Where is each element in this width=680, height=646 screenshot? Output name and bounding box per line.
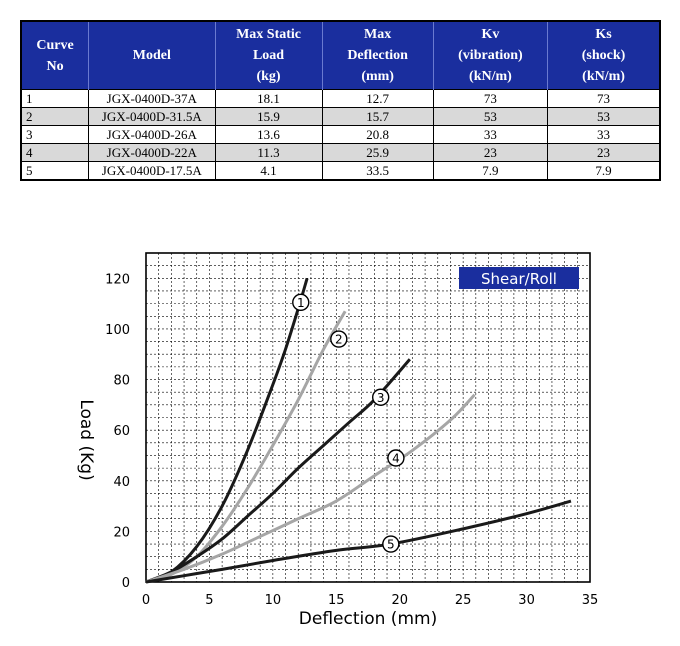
plot-frame (145, 252, 591, 583)
header-cell: Curve No (21, 21, 89, 90)
grid (145, 252, 591, 583)
table-cell: JGX-0400D-26A (88, 125, 216, 144)
curve-1 (145, 277, 309, 584)
y-tick-label: 40 (113, 475, 130, 490)
header-cell-line: Curve (36, 37, 74, 53)
table-cell: 18.1 (214, 89, 323, 108)
legend-box (459, 267, 579, 289)
header-cell-line: No (46, 58, 64, 74)
table-cell: 4 (20, 143, 90, 162)
header-cell-line: (mm) (361, 69, 394, 84)
header-cell-line: Max (364, 27, 392, 42)
curve-marker-1 (292, 293, 310, 312)
header-row: Curve No Model Max Static Load (kg) Max Deflect… (21, 21, 660, 90)
table-cell: 23 (547, 143, 661, 162)
header-cell: Max Deflection (mm) (321, 21, 434, 90)
x-axis-label: Deflection (mm) (299, 609, 437, 629)
table-row: 5 JGX-0400D-17.5A 4.1 33.5 7.9 7.9 (20, 161, 661, 181)
header-cell-line: Load (252, 48, 285, 63)
curve-marker-2 (330, 330, 348, 348)
table-cell: 33.5 (321, 161, 434, 181)
table-cell: 11.3 (214, 143, 323, 162)
table-cell: 7.9 (547, 161, 661, 181)
curve-markers: 1 2 3 4 5 (292, 293, 405, 553)
header-cell-line: (vibration) (458, 48, 523, 63)
x-tick-label: 20 (391, 593, 408, 608)
table-cell: 2 (20, 107, 90, 126)
table-body: 1 JGX-0400D-37A 18.1 12.7 73 73 2 JGX-0400D-31.… (20, 89, 661, 181)
curve-4 (145, 393, 476, 584)
curve-marker-4 (387, 449, 405, 467)
spec-table: Curve No Model Max Static Load (kg) Max Deflect… (20, 20, 661, 181)
curve-marker-3 (371, 388, 390, 406)
curve-marker-label: 2 (335, 333, 343, 347)
header-cell: Model (88, 21, 216, 90)
x-tick-label: 35 (582, 593, 599, 608)
header-cell-line: (kN/m) (582, 69, 625, 84)
legend-label: Shear/Roll (481, 270, 557, 288)
y-tick-label: 80 (113, 374, 130, 389)
table-cell: JGX-0400D-31.5A (88, 107, 216, 126)
curve-3 (145, 358, 411, 584)
curve-marker-5 (382, 535, 400, 553)
table-cell: 23 (432, 143, 549, 162)
header-cell-line: (kN/m) (469, 69, 512, 84)
header-cell: Ks (shock) (kN/m) (547, 21, 660, 90)
y-tick-label: 20 (113, 525, 130, 540)
table-row: 4 JGX-0400D-22A 11.3 25.9 23 23 (20, 143, 661, 162)
table-header: Curve No Model Max Static Load (kg) Max Deflect… (21, 21, 660, 90)
header-cell-line: Deflection (347, 48, 408, 63)
curves (145, 277, 572, 584)
table-cell: JGX-0400D-17.5A (88, 161, 216, 181)
header-cell: Kv (vibration) (kN/m) (432, 21, 548, 90)
y-tick-label: 120 (105, 272, 130, 287)
y-tick-label: 100 (105, 323, 130, 338)
header-cell-line: Max Static (236, 27, 301, 42)
header-cell-line: Ks (595, 27, 612, 42)
table-cell: 53 (432, 107, 549, 126)
curve-2 (145, 310, 347, 584)
header-cell: Max Static Load (kg) (214, 21, 323, 90)
y-tick-label: 60 (113, 424, 130, 439)
table-cell: 4.1 (214, 161, 323, 181)
curve-marker-label: 1 (297, 296, 305, 310)
curve-5 (145, 499, 572, 584)
x-tick-label: 5 (205, 593, 213, 608)
table-cell: 15.7 (321, 107, 434, 126)
y-tick-label: 0 (122, 576, 130, 591)
header-cell-line: (kg) (256, 69, 281, 84)
curve-marker-label: 4 (392, 451, 400, 465)
header-cell-line: Model (132, 48, 171, 63)
x-tick-label: 0 (142, 593, 150, 608)
y-axis-label: Load (Kg) (76, 399, 96, 480)
curve-marker-label: 5 (387, 538, 395, 552)
table-cell: JGX-0400D-22A (88, 143, 216, 162)
table-cell: JGX-0400D-37A (88, 89, 216, 108)
header-cell-line: (shock) (581, 48, 626, 63)
table-row: 2 JGX-0400D-31.5A 15.9 15.7 53 53 (20, 107, 661, 126)
table-cell: 15.9 (214, 107, 323, 126)
x-tick-label: 30 (518, 593, 535, 608)
curve-marker-label: 3 (377, 391, 385, 405)
table-cell: 53 (547, 107, 661, 126)
x-tick-label: 25 (455, 593, 472, 608)
x-tick-label: 15 (328, 593, 345, 608)
x-tick-label: 10 (265, 593, 282, 608)
header-cell-line: Kv (481, 27, 500, 42)
